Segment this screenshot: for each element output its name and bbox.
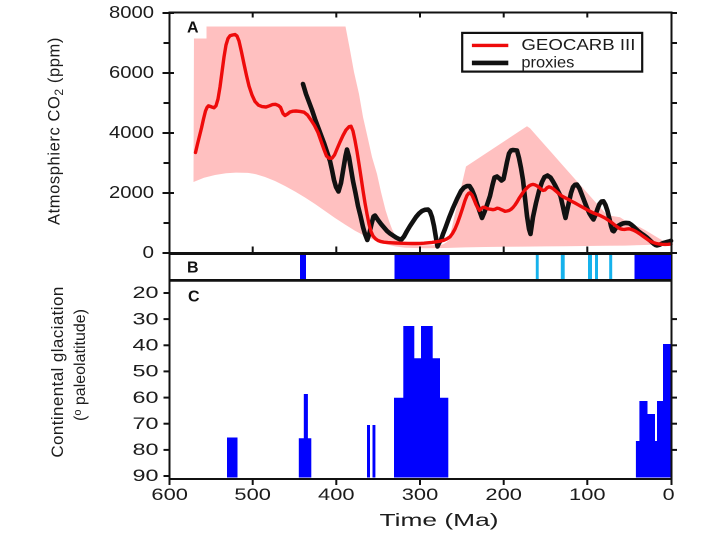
svg-text:80: 80: [133, 441, 159, 459]
svg-text:B: B: [187, 260, 199, 277]
svg-text:proxies: proxies: [521, 54, 574, 71]
svg-text:100: 100: [569, 485, 606, 504]
svg-text:600: 600: [151, 485, 188, 504]
svg-text:70: 70: [133, 415, 159, 433]
svg-text:40: 40: [133, 337, 159, 355]
svg-text:(o paleolatitude): (o paleolatitude): [72, 309, 89, 421]
svg-text:6000: 6000: [109, 62, 154, 82]
svg-text:400: 400: [318, 485, 355, 504]
svg-text:200: 200: [485, 485, 522, 504]
svg-text:Time (Ma): Time (Ma): [380, 510, 499, 530]
svg-text:4000: 4000: [109, 122, 154, 142]
svg-text:30: 30: [133, 310, 159, 328]
svg-text:20: 20: [133, 284, 159, 302]
svg-text:Atmosphierc CO2 (ppm): Atmosphierc CO2 (ppm): [46, 37, 67, 225]
svg-text:60: 60: [133, 389, 159, 407]
svg-text:50: 50: [133, 363, 159, 381]
svg-text:0: 0: [663, 485, 675, 504]
svg-text:Continental glaciation: Continental glaciation: [48, 286, 67, 457]
svg-text:C: C: [188, 289, 200, 306]
svg-text:300: 300: [402, 485, 439, 504]
svg-text:GEOCARB III: GEOCARB III: [521, 37, 635, 54]
svg-text:0: 0: [143, 242, 155, 262]
svg-text:A: A: [187, 20, 199, 37]
svg-text:90: 90: [133, 467, 159, 485]
svg-text:500: 500: [234, 485, 271, 504]
svg-text:2000: 2000: [109, 182, 154, 202]
svg-text:8000: 8000: [109, 2, 154, 22]
